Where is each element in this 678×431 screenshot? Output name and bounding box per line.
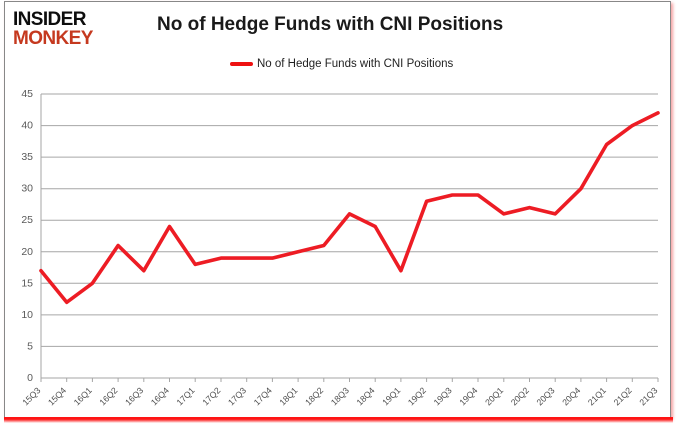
svg-text:16Q2: 16Q2	[97, 385, 119, 407]
svg-text:20Q2: 20Q2	[509, 385, 531, 407]
svg-text:17Q1: 17Q1	[175, 385, 197, 407]
svg-text:35: 35	[21, 151, 33, 163]
svg-text:21Q3: 21Q3	[637, 385, 659, 407]
svg-text:20Q1: 20Q1	[483, 385, 505, 407]
svg-text:18Q3: 18Q3	[329, 385, 351, 407]
svg-text:30: 30	[21, 183, 33, 195]
svg-text:16Q1: 16Q1	[72, 385, 94, 407]
svg-text:16Q3: 16Q3	[123, 385, 145, 407]
svg-text:15Q4: 15Q4	[46, 385, 68, 407]
svg-text:19Q3: 19Q3	[432, 385, 454, 407]
svg-text:17Q2: 17Q2	[200, 385, 222, 407]
svg-text:10: 10	[21, 309, 33, 321]
svg-text:21Q2: 21Q2	[612, 385, 634, 407]
svg-text:5: 5	[27, 340, 33, 352]
svg-text:19Q1: 19Q1	[380, 385, 402, 407]
svg-text:20: 20	[21, 246, 33, 258]
svg-text:19Q4: 19Q4	[457, 385, 479, 407]
svg-text:20Q3: 20Q3	[535, 385, 557, 407]
svg-text:16Q4: 16Q4	[149, 385, 171, 407]
svg-text:45: 45	[21, 88, 33, 100]
svg-text:17Q4: 17Q4	[252, 385, 274, 407]
svg-text:15Q3: 15Q3	[20, 385, 42, 407]
svg-text:18Q2: 18Q2	[303, 385, 325, 407]
svg-text:17Q3: 17Q3	[226, 385, 248, 407]
svg-text:15: 15	[21, 277, 33, 289]
svg-text:18Q1: 18Q1	[277, 385, 299, 407]
svg-text:40: 40	[21, 120, 33, 132]
svg-text:18Q4: 18Q4	[355, 385, 377, 407]
svg-text:25: 25	[21, 214, 33, 226]
svg-text:0: 0	[27, 372, 33, 384]
svg-text:19Q2: 19Q2	[406, 385, 428, 407]
svg-text:20Q4: 20Q4	[560, 385, 582, 407]
svg-text:21Q1: 21Q1	[586, 385, 608, 407]
